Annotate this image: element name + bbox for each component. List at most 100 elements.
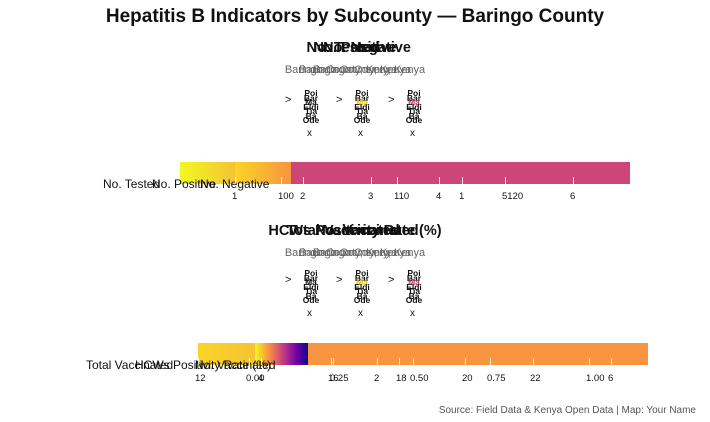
legend-tick-label: 22 (530, 373, 541, 384)
legend-tick-label: 18 (396, 373, 407, 384)
map-subcounty-label: Ba (305, 110, 317, 121)
facet-title: No. Vaccinated (315, 223, 419, 239)
map-subcounty-label: Bar (406, 92, 422, 103)
map-subcounty-label: Ode (405, 115, 423, 125)
legend-colorbar (198, 343, 255, 365)
panel-top: No. Tested Baringo County, Kenya No. Posit… (0, 0, 710, 210)
legend-tick-label: 100 (278, 191, 294, 202)
map-x-mark: x (410, 128, 415, 139)
legend-tick-mark (397, 177, 398, 184)
legend-tick-mark (589, 358, 590, 365)
legend-tick-mark (331, 358, 332, 365)
map-subcounty-label: Ba (305, 290, 317, 301)
map-subcounty-label: Eldi (354, 281, 370, 292)
map-subcounty-label: Eldi (354, 101, 370, 112)
map-subcounty-label: Tia (407, 106, 421, 116)
facet-subtitle: Baringo County, Kenya (312, 64, 426, 76)
legend-tick-mark (439, 177, 440, 184)
map-subcounty-label: Ode (302, 115, 320, 125)
legend-title: No. Negative (200, 177, 270, 191)
legend-tick-label: 5120 (502, 191, 524, 202)
legend-tick-label: 0.75 (487, 373, 506, 384)
legend-colorbar (180, 162, 235, 184)
map-subcounty-label: Bar (354, 272, 370, 283)
map-arrow-glyph: > (388, 274, 395, 286)
map-subcounty-label: Ma (356, 97, 368, 107)
map-subcounty-label: Poi (304, 88, 318, 98)
map-subcounty-label: Poi (407, 268, 421, 278)
map-subcounty-label: Ba (356, 290, 368, 301)
legend-tick-mark (198, 358, 199, 365)
legend-tick-mark (505, 177, 506, 184)
legend-tick-label: 12 (195, 373, 206, 384)
map-subcounty-label: Bar (303, 92, 319, 103)
facet-title: Total Vaccinated (286, 223, 400, 239)
legend-tick-mark (377, 358, 378, 365)
map-x-mark: x (307, 308, 312, 319)
map-subcounty-label: Tia (304, 106, 318, 116)
legend-tick-label: 110 (394, 191, 410, 202)
map-subcounty-label: Ba (408, 290, 420, 301)
legend-tick-label: 2 (300, 191, 306, 202)
legend-tick-label: 0.25 (330, 373, 349, 384)
map-subcounty-label: Ode (353, 115, 371, 125)
legend-tick-mark (261, 358, 262, 365)
legend-tick-mark (303, 177, 304, 184)
map-subcounty-label: Poi (355, 268, 369, 278)
facet-title: No. Negative (323, 40, 411, 56)
map-subcounty-label: Ba (408, 110, 420, 121)
map-subcounty-label: Ma (305, 97, 317, 107)
map-subcounty-label: Bar (406, 272, 422, 283)
map-subcounty-label: Tia (304, 286, 318, 296)
chart-title: Hepatitis B Indicators by Subcounty — Ba… (105, 6, 605, 27)
map-subcounty-label: Eldi (406, 101, 422, 112)
legend-tick-label: 4 (258, 373, 264, 384)
facet-subtitle: Baringo County, Kenya (312, 247, 426, 259)
legend-tick-mark (573, 177, 574, 184)
map-subcounty-label: Bar (354, 92, 370, 103)
legend-tick-mark (281, 177, 282, 184)
map-subcounty-label: Ode (353, 295, 371, 305)
map-subcounty-label: Ode (302, 295, 320, 305)
legend-tick-mark (490, 358, 491, 365)
legend-title: No. Vaccinated (195, 358, 276, 372)
legend-colorbar (308, 343, 648, 365)
map-subcounty-label: Bar (303, 272, 319, 283)
map-subcounty-label: Ma (356, 277, 368, 287)
legend-tick-mark (462, 177, 463, 184)
map-subcounty-label: Tia (355, 286, 369, 296)
legend-tick-label: 16 (328, 373, 339, 384)
facet-subtitle: Baringo County, Kenya (284, 247, 398, 259)
map-x-mark: x (410, 308, 415, 319)
legend-tick-mark (465, 358, 466, 365)
map-subcounty-label: Eldi (406, 281, 422, 292)
legend-tick-mark (333, 358, 334, 365)
legend-tick-label: 6 (570, 191, 576, 202)
legend-tick-label: 20 (462, 373, 473, 384)
map-subcounty-label: Poi (304, 268, 318, 278)
map-subcounty-label: Tia (355, 106, 369, 116)
legend-tick-mark (611, 358, 612, 365)
legend-title: No. Positive (152, 177, 217, 191)
facet-subtitle: Baringo County, Kenya (284, 64, 398, 76)
map-subcounty-label: Tia (407, 286, 421, 296)
map-arrow-glyph: > (285, 274, 292, 286)
facet-title: No. Tested (306, 40, 380, 56)
legend-tick-label: 1 (459, 191, 465, 202)
legend-title: Total Vaccinated (86, 358, 174, 372)
legend-tick-label: 0.50 (410, 373, 429, 384)
map-arrow-glyph: > (336, 94, 343, 106)
panel-bottom: Total Vaccinated Baringo County, Kenya HCW… (86, 223, 648, 384)
legend-tick-label: 1 (232, 191, 238, 202)
map-subcounty-label: Ode (405, 295, 423, 305)
caption: Source: Field Data & Kenya Open Data | M… (438, 405, 696, 416)
map-subcounty-label: Poi (407, 88, 421, 98)
legend-colorbar (291, 162, 630, 184)
facet-subtitle: Baringo County, Kenya (298, 247, 412, 259)
map-subcounty-label: Eldi (303, 101, 319, 112)
legend-tick-label: 1.00 (586, 373, 605, 384)
legend-tick-mark (413, 358, 414, 365)
facet-subtitle: Baringo County, Kenya (298, 64, 412, 76)
legend-title: HCWs Positivity Rate (%) (135, 358, 272, 372)
map-arrow-glyph: > (388, 94, 395, 106)
